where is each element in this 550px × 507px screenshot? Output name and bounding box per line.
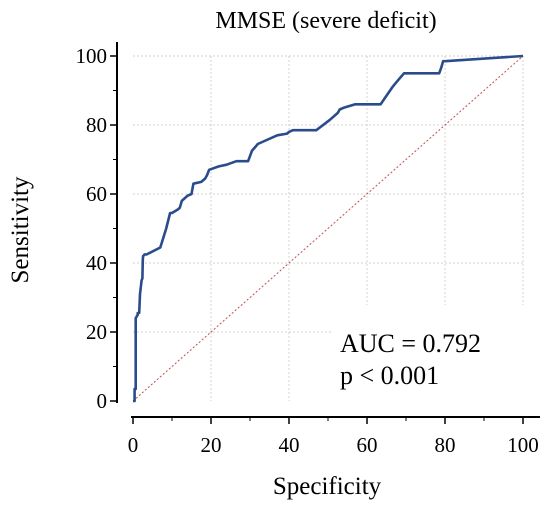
x-tick-label: 0 (128, 433, 139, 457)
x-axis-label: Specificity (273, 473, 382, 500)
x-tick-label: 100 (507, 433, 539, 457)
x-tick-label: 20 (201, 433, 222, 457)
y-axis-ticks: 0 20 40 60 80 100 (76, 44, 117, 413)
y-tick-label: 60 (86, 182, 107, 206)
y-tick-label: 0 (97, 389, 108, 413)
annotation-box (332, 305, 537, 405)
reference-diagonal-line (132, 55, 524, 402)
x-tick-label: 60 (357, 433, 378, 457)
x-tick-label: 80 (435, 433, 456, 457)
y-tick-label: 40 (86, 251, 107, 275)
y-tick-label: 100 (76, 44, 108, 68)
p-value-annotation: p < 0.001 (340, 361, 439, 390)
x-tick-label: 40 (279, 433, 300, 457)
grid-lines (133, 55, 524, 401)
chart-title: MMSE (severe deficit) (215, 8, 436, 34)
roc-curve-line (133, 54, 524, 403)
x-axis-ticks: 0 20 40 60 80 100 (128, 417, 539, 457)
y-tick-label: 20 (86, 320, 107, 344)
axes (116, 42, 540, 418)
auc-annotation: AUC = 0.792 (340, 329, 481, 358)
y-axis-label: Sensitivity (7, 176, 34, 283)
y-tick-label: 80 (86, 113, 107, 137)
